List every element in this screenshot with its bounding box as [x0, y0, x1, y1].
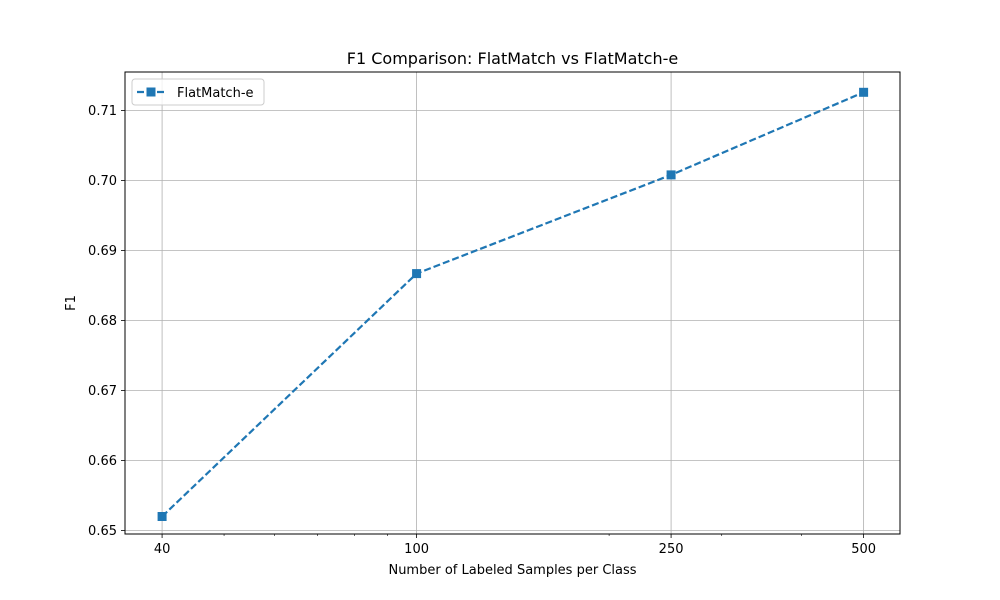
x-axis-ticks: 40 100 250 500	[154, 534, 876, 557]
legend-box	[131, 78, 265, 106]
y-tick-label: 0.66	[88, 454, 117, 469]
y-tick-label: 0.70	[88, 174, 117, 189]
x-tick-label: 100	[404, 542, 429, 557]
data-point	[666, 170, 676, 180]
y-axis-label: F1	[64, 295, 79, 311]
grid	[125, 72, 900, 534]
y-tick-label: 0.69	[88, 244, 117, 259]
y-tick-label: 0.67	[88, 384, 117, 399]
plot-area	[125, 72, 900, 534]
y-tick-label: 0.71	[88, 104, 117, 119]
legend-marker	[146, 87, 156, 97]
legend-label: FlatMatch-e	[177, 86, 254, 101]
y-tick-label: 0.68	[88, 314, 117, 329]
x-tick-label: 40	[154, 542, 171, 557]
series-line	[161, 91, 865, 518]
legend: FlatMatch-e	[131, 78, 265, 106]
data-point	[859, 87, 869, 97]
chart-title: F1 Comparison: FlatMatch vs FlatMatch-e	[347, 49, 678, 68]
plot-frame	[124, 71, 901, 535]
data-point	[412, 269, 422, 279]
series-group	[157, 87, 869, 521]
y-axis-ticks: 0.65 0.66 0.67 0.68 0.69 0.70 0.71	[88, 104, 125, 539]
y-tick-label: 0.65	[88, 524, 117, 539]
x-tick-label: 250	[659, 542, 684, 557]
x-axis-label: Number of Labeled Samples per Class	[388, 563, 636, 578]
data-point	[157, 512, 167, 521]
x-tick-label: 500	[851, 542, 876, 557]
